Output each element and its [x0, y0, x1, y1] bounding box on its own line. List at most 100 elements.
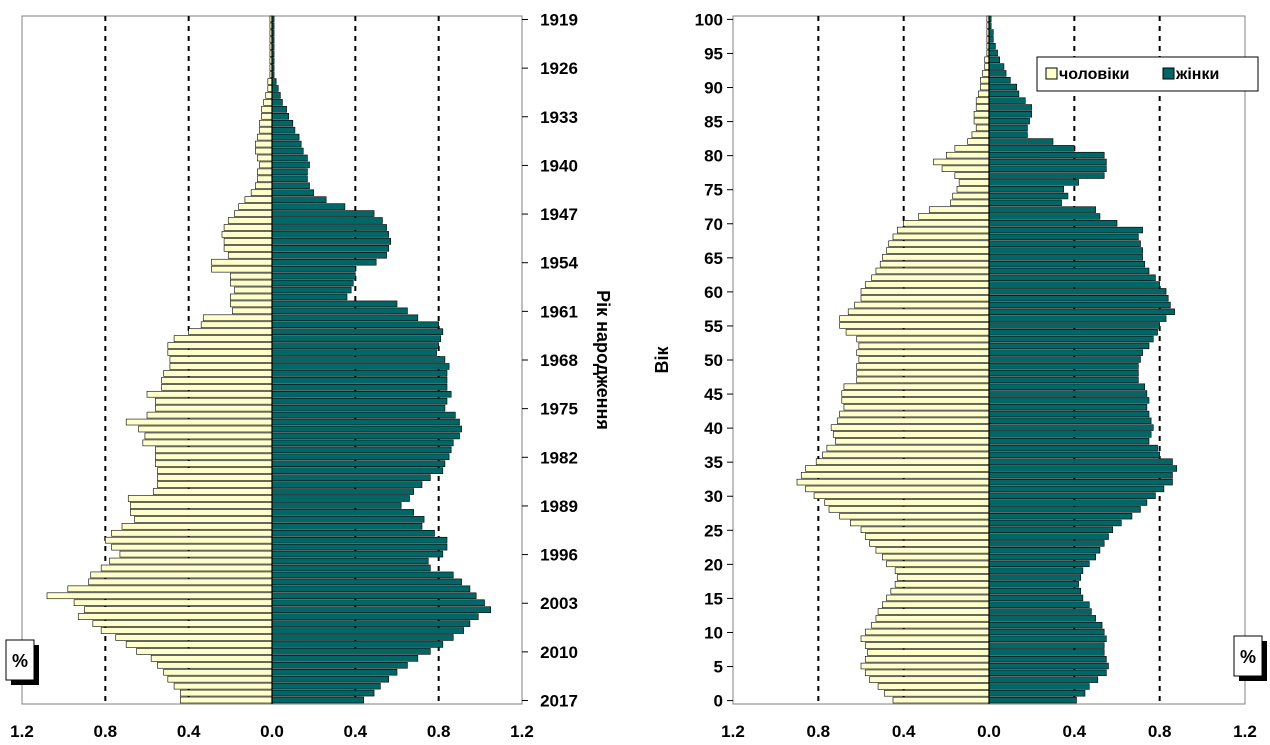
bar-men: [267, 78, 273, 85]
bar-women: [988, 233, 1139, 241]
x-tick-label: 0.4: [177, 722, 201, 741]
bar-women: [271, 411, 456, 419]
x-tick-label: 1.2: [1233, 722, 1257, 741]
y-tick-label: 95: [704, 44, 723, 63]
bar-women: [271, 696, 364, 704]
bar-men: [111, 529, 273, 537]
bar-women: [271, 592, 477, 600]
bar-men: [841, 397, 990, 404]
bar-men: [111, 543, 273, 551]
bar-men: [892, 233, 990, 241]
bar-men: [850, 519, 990, 527]
bar-men: [839, 410, 990, 418]
bar-men: [146, 390, 273, 398]
bar-men: [800, 472, 990, 479]
bar-men: [884, 690, 990, 697]
bar-women: [271, 481, 423, 488]
bar-men: [984, 63, 990, 70]
legend-swatch-women: [1162, 67, 1175, 80]
bar-men: [211, 258, 273, 266]
bar-men: [864, 656, 990, 663]
bar-women: [988, 683, 1090, 690]
bar-women: [988, 690, 1086, 697]
bar-women: [988, 49, 998, 57]
bar-men: [952, 192, 990, 200]
bar-women: [988, 308, 1175, 316]
bar-men: [864, 628, 990, 636]
bar-women: [271, 634, 454, 641]
bar-men: [244, 196, 273, 203]
bar-men: [127, 495, 273, 502]
bar-women: [988, 294, 1169, 302]
bar-men: [860, 288, 990, 295]
bar-men: [138, 425, 273, 433]
bar-women: [988, 70, 1007, 77]
bar-men: [255, 147, 273, 155]
bar-men: [125, 418, 273, 426]
bar-men: [837, 417, 990, 425]
bar-men: [100, 627, 273, 634]
bar-men: [142, 439, 273, 447]
bar-men: [167, 675, 273, 683]
bar-women: [271, 390, 452, 398]
bar-men: [167, 342, 273, 349]
bar-men: [950, 199, 990, 207]
bar-women: [988, 397, 1150, 404]
bar-men: [869, 540, 990, 547]
bar-men: [259, 126, 273, 134]
pct-box: [1233, 635, 1263, 677]
bar-men: [824, 499, 990, 506]
bar-women: [988, 410, 1150, 418]
bar-women: [271, 258, 377, 266]
bar-men: [954, 145, 990, 152]
bar-women: [988, 540, 1105, 547]
bar-men: [886, 247, 990, 254]
bar-women: [271, 599, 485, 607]
bar-women: [271, 689, 375, 697]
bar-men: [828, 506, 990, 513]
bar-men: [971, 131, 990, 138]
bar-men: [890, 587, 990, 595]
bar-women: [271, 140, 302, 148]
bar-men: [230, 300, 273, 308]
bar-men: [879, 260, 990, 268]
x-tick-label: 1.2: [721, 722, 745, 741]
bar-men: [882, 601, 990, 608]
bar-women: [988, 56, 1000, 63]
y-tick-label: 0: [714, 692, 723, 711]
bar-men: [223, 238, 273, 245]
bar-men: [973, 111, 990, 118]
bar-men: [92, 620, 273, 627]
bar-men: [221, 231, 273, 238]
bar-men: [121, 523, 273, 530]
bar-men: [980, 77, 990, 84]
bar-women: [271, 648, 431, 655]
bar-women: [271, 251, 387, 259]
bar-men: [169, 363, 273, 370]
bar-women: [271, 349, 437, 356]
bar-men: [88, 578, 273, 586]
bar-women: [271, 668, 398, 676]
pyramid-by-birth-year: 1.2 0.8 0.4 0.0 0.4 0.8 1.2 1919 1926 1933 1940 194…: [5, 10, 613, 741]
bar-women: [271, 154, 308, 162]
bar-men: [238, 203, 273, 210]
bar-men: [257, 154, 273, 162]
bar-women: [271, 425, 462, 433]
bar-men: [163, 668, 273, 676]
bar-women: [988, 417, 1152, 425]
bar-men: [188, 328, 273, 335]
bar-women: [988, 472, 1173, 479]
bar-women: [271, 217, 383, 224]
bar-men: [73, 599, 273, 607]
bar-women: [988, 519, 1122, 527]
bar-women: [988, 342, 1150, 350]
bar-men: [856, 363, 990, 370]
bar-women: [988, 574, 1082, 581]
bar-men: [839, 512, 990, 520]
bar-men: [157, 474, 273, 481]
bar-men: [259, 119, 273, 127]
bar-men: [982, 70, 990, 77]
bar-women: [988, 390, 1148, 397]
bar-women: [988, 553, 1096, 561]
bar-men: [167, 349, 273, 356]
